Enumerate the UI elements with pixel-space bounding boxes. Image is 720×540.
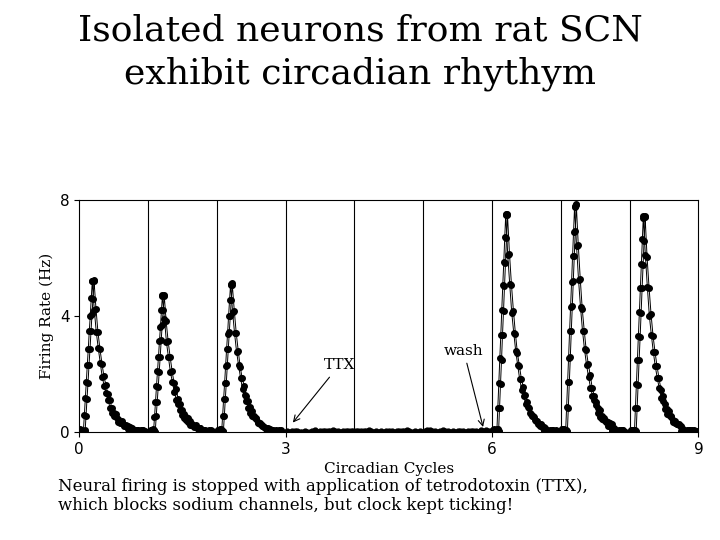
X-axis label: Circadian Cycles: Circadian Cycles bbox=[324, 462, 454, 476]
Text: exhibit circadian rhythym: exhibit circadian rhythym bbox=[124, 57, 596, 91]
Text: Neural firing is stopped with application of tetrodotoxin (TTX),
which blocks so: Neural firing is stopped with applicatio… bbox=[58, 478, 588, 515]
Text: Isolated neurons from rat SCN: Isolated neurons from rat SCN bbox=[78, 14, 642, 48]
Y-axis label: Firing Rate (Hz): Firing Rate (Hz) bbox=[40, 253, 54, 379]
Text: wash: wash bbox=[444, 344, 485, 426]
Text: TTX: TTX bbox=[294, 358, 355, 422]
